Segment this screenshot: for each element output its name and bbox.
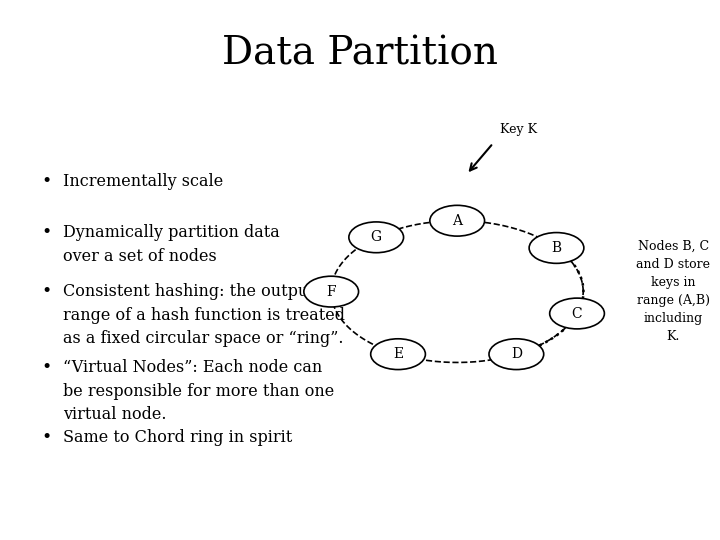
- Text: Consistent hashing: the output
range of a hash function is treated
as a fixed ci: Consistent hashing: the output range of …: [63, 284, 346, 348]
- Text: •: •: [42, 172, 52, 190]
- Text: •: •: [42, 223, 52, 241]
- Text: •: •: [42, 358, 52, 376]
- Text: Key K: Key K: [500, 123, 538, 136]
- Text: Incrementally scale: Incrementally scale: [63, 173, 224, 190]
- Text: •: •: [42, 282, 52, 300]
- Ellipse shape: [349, 222, 404, 253]
- Text: “Virtual Nodes”: Each node can
be responsible for more than one
virtual node.: “Virtual Nodes”: Each node can be respon…: [63, 359, 335, 423]
- Ellipse shape: [371, 339, 426, 369]
- Text: G: G: [371, 230, 382, 244]
- Ellipse shape: [529, 233, 584, 264]
- Text: Data Partition: Data Partition: [222, 36, 498, 72]
- Text: Dynamically partition data
over a set of nodes: Dynamically partition data over a set of…: [63, 224, 280, 265]
- Ellipse shape: [549, 298, 604, 329]
- Text: A: A: [452, 214, 462, 228]
- Text: D: D: [511, 347, 522, 361]
- Text: E: E: [393, 347, 403, 361]
- Ellipse shape: [489, 339, 544, 369]
- Text: F: F: [326, 285, 336, 299]
- Text: C: C: [572, 307, 582, 321]
- Ellipse shape: [304, 276, 359, 307]
- Text: Same to Chord ring in spirit: Same to Chord ring in spirit: [63, 429, 292, 446]
- Text: B: B: [552, 241, 562, 255]
- Ellipse shape: [430, 205, 485, 236]
- Text: Nodes B, C
and D store
keys in
range (A,B)
including
K.: Nodes B, C and D store keys in range (A,…: [636, 240, 710, 343]
- Text: •: •: [42, 428, 52, 446]
